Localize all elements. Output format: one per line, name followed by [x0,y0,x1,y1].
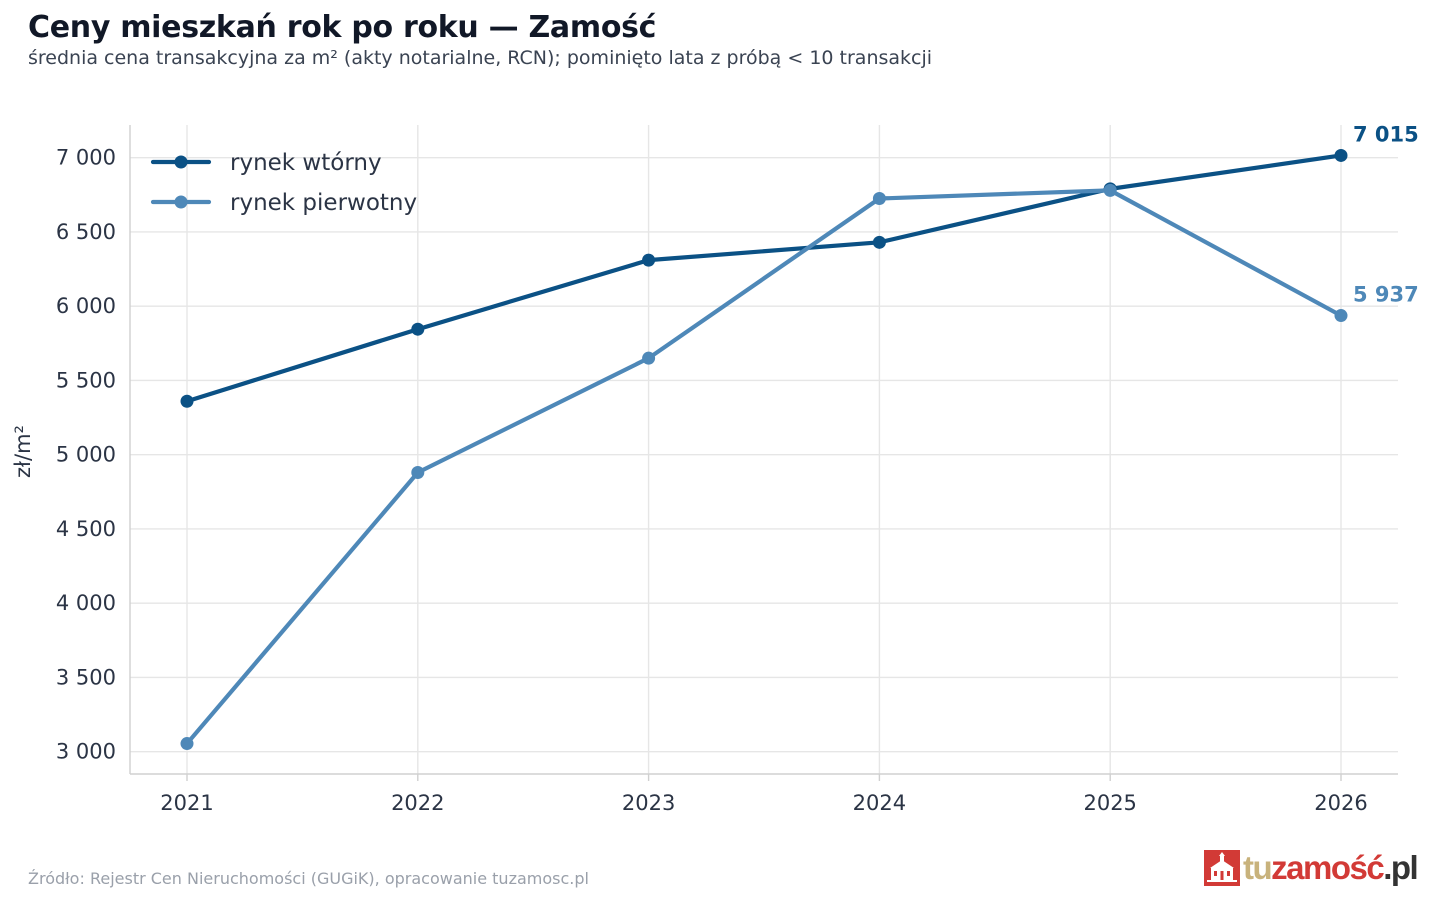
logo-wordmark: tuzamość.pl [1243,849,1419,886]
y-tick-label: 3 500 [56,665,116,689]
labels: 7 015 5 937 [1353,122,1419,306]
data-point [180,394,194,408]
axes: 3 000 3 500 4 000 4 500 5 000 5 500 6 000 6 500… [11,125,1398,815]
legend: rynek wtórny rynek pierwotny [150,150,417,216]
town-hall-icon [1204,850,1240,886]
data-point [180,737,194,751]
y-axis-title: zł/m² [11,425,35,478]
x-tick-label: 2022 [391,791,444,815]
data-point [642,253,656,267]
end-value-label: 7 015 [1353,122,1419,146]
series-line [184,188,1344,746]
logo-text-zamosc: zamość [1271,849,1385,886]
legend-marker [174,195,188,209]
chart-title: Ceny mieszkań rok po roku — Zamość [28,10,657,45]
y-tick-label: 4 000 [56,591,116,615]
data-point [872,192,886,206]
x-tick-label: 2026 [1314,791,1367,815]
series [180,148,1348,751]
y-tick-label: 6 500 [56,220,116,244]
source-note: Źródło: Rejestr Cen Nieruchomości (GUGiK… [28,869,589,888]
x-tick-label: 2024 [853,791,906,815]
y-tick-label: 6 000 [56,294,116,318]
y-tick-label: 3 000 [56,740,116,764]
series-line [184,153,1344,404]
data-point [1334,148,1348,162]
legend-label: rynek pierwotny [230,190,417,216]
y-tick-label: 4 500 [56,517,116,541]
site-logo: tuzamość.pl [1204,849,1419,886]
x-tick-label: 2021 [160,791,213,815]
grid [130,125,1398,774]
x-tick-label: 2025 [1083,791,1136,815]
legend-marker [174,155,188,169]
y-tick-label: 5 500 [56,368,116,392]
logo-text-pl: .pl [1383,849,1419,886]
data-point [1334,309,1348,323]
data-point [411,322,425,336]
end-value-label: 5 937 [1353,283,1419,307]
legend-label: rynek wtórny [230,150,382,176]
data-point [872,235,886,249]
chart-subtitle: średnia cena transakcyjna za m² (akty no… [28,47,933,69]
x-tick-label: 2023 [622,791,675,815]
logo-text-tu: tu [1243,849,1273,886]
y-tick-label: 5 000 [56,443,116,467]
data-point [642,351,656,365]
data-point [1103,183,1117,197]
data-point [411,466,425,480]
y-tick-label: 7 000 [56,146,116,170]
